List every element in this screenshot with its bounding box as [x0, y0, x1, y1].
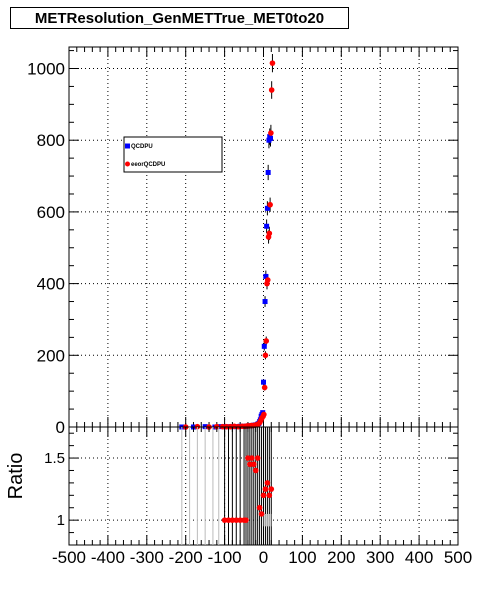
ratio-grid [69, 427, 458, 545]
ratio-data-point [233, 517, 240, 523]
x-tick-label: -200 [169, 548, 203, 567]
x-tick-label: 100 [288, 548, 316, 567]
ratio-y-tick-label: 1 [57, 512, 65, 529]
ratio-y-tick-label: 1.5 [44, 450, 65, 467]
ratio-data-point [260, 492, 267, 499]
ratio-data-point [268, 486, 275, 492]
legend-label-QCDPU: QCDPU [131, 144, 153, 150]
data-point-QCDPU [261, 343, 267, 349]
data-point-eeorQCDPU [261, 384, 268, 391]
y-tick-label: 200 [37, 346, 65, 365]
ratio-axes: 1 1.5 Ratio -500 -400 -300 -200 -100 0 100 200 300 4… [5, 426, 472, 567]
ratio-data-point [249, 455, 255, 461]
ratio-data-point [225, 517, 232, 523]
data-point-eeorQCDPU [262, 352, 269, 359]
x-tick-label: 300 [366, 548, 394, 567]
data-point-eeorQCDPU [268, 130, 274, 136]
ratio-marks [181, 427, 275, 545]
x-tick-label: -500 [52, 548, 86, 567]
data-point-QCDPU [263, 273, 269, 279]
ratio-data-point [266, 492, 273, 499]
ratio-axis-title: Ratio [5, 453, 27, 500]
x-tick-label: 200 [327, 548, 355, 567]
ratio-data-point [256, 504, 263, 511]
main-marks [179, 53, 276, 430]
data-point-eeorQCDPU [266, 230, 273, 237]
ratio-data-point [229, 517, 236, 523]
y-tick-label: 800 [37, 131, 65, 150]
legend: QCDPU eeorQCDPU [123, 136, 223, 173]
ratio-data-point [250, 461, 257, 468]
ratio-data-point [245, 455, 251, 461]
y-tick-label: 1000 [27, 60, 65, 79]
ratio-data-point [221, 517, 228, 523]
chart-title-box: METResolution_GenMETTrue_MET0to20 [10, 7, 349, 29]
ratio-data-point [258, 511, 265, 517]
ratio-uncertainty-band [263, 513, 272, 527]
data-point-eeorQCDPU [269, 60, 276, 66]
x-tick-label: 400 [405, 548, 433, 567]
data-point-QCDPU [262, 299, 268, 305]
data-point-QCDPU [264, 205, 270, 211]
y-tick-label: 0 [56, 418, 65, 437]
data-point-QCDPU [261, 379, 266, 385]
data-point-eeorQCDPU [267, 201, 273, 208]
main-grid [69, 47, 458, 427]
data-point-QCDPU [268, 135, 274, 141]
ratio-data-point [247, 461, 253, 468]
data-point-eeorQCDPU [268, 87, 275, 93]
x-tick-label: -300 [130, 548, 164, 567]
data-point-eeorQCDPU [261, 411, 267, 418]
y-tick-label: 400 [37, 275, 65, 294]
data-point-QCDPU [265, 169, 271, 175]
legend-box [123, 136, 223, 173]
ratio-data-point [262, 486, 269, 492]
ratio-data-point [264, 480, 271, 486]
data-point-eeorQCDPU [264, 277, 271, 283]
data-point-QCDPU [264, 223, 270, 229]
x-tick-label: 500 [444, 548, 472, 567]
ratio-data-point [252, 467, 259, 474]
legend-marker-eeorQCDPU [125, 161, 130, 167]
chart-title: METResolution_GenMETTrue_MET0to20 [34, 10, 325, 27]
ratio-data-point [254, 455, 261, 461]
main-axes: 0 200 400 600 800 1000 [27, 46, 459, 437]
data-point-eeorQCDPU [263, 338, 270, 344]
y-tick-label: 600 [37, 203, 65, 222]
legend-label-eeorQCDPU: eeorQCDPU [131, 162, 165, 168]
x-tick-label: -100 [208, 548, 242, 567]
x-tick-label: 0 [259, 548, 268, 567]
x-tick-label: -400 [91, 548, 125, 567]
legend-marker-QCDPU [125, 143, 130, 149]
ratio-data-point [243, 517, 249, 523]
ratio-data-point [237, 517, 243, 523]
